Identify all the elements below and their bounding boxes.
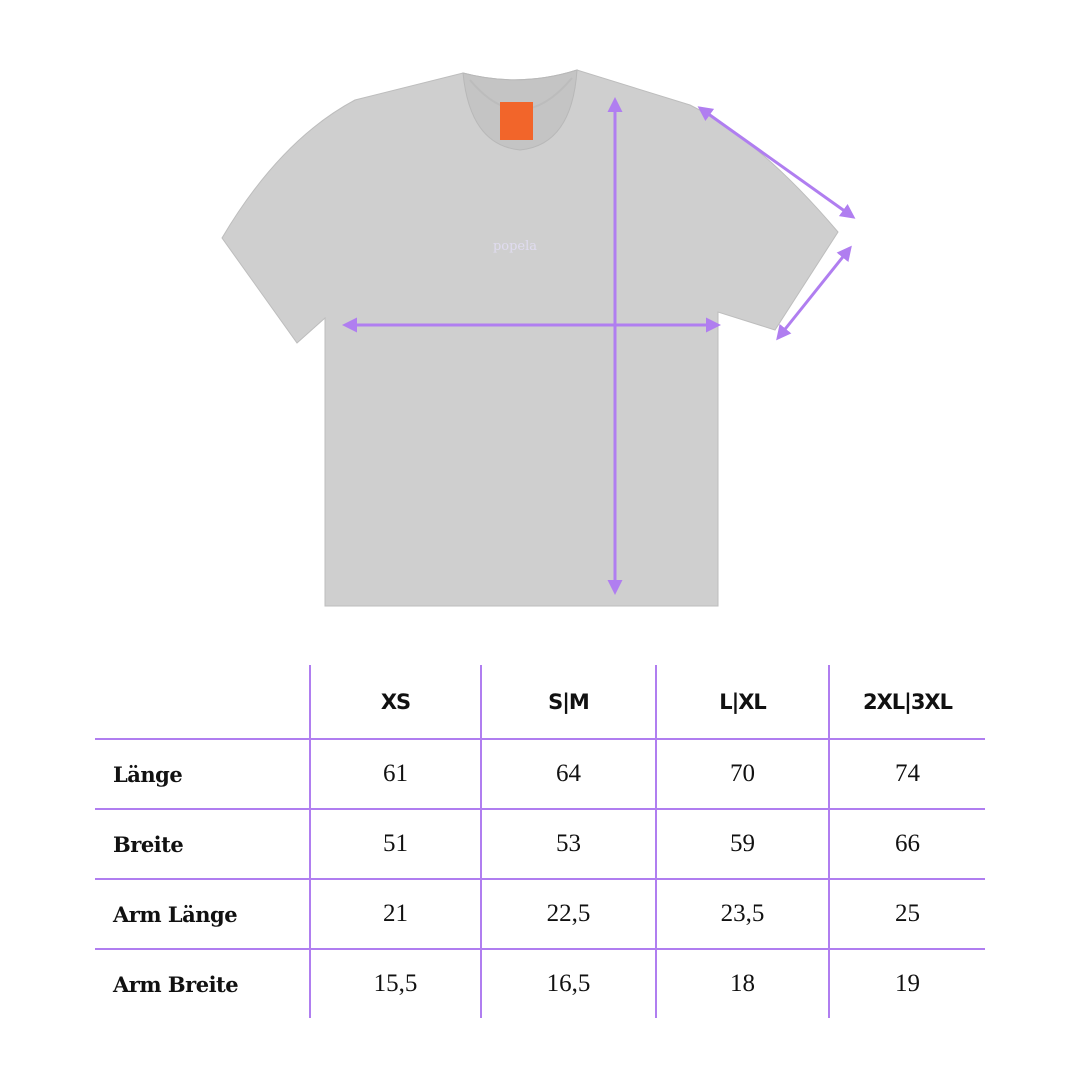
table-cell: 18: [655, 948, 829, 1018]
size-table: XS S|M L|XL 2XL|3XL Länge 61 64 70 74 Br…: [95, 665, 985, 1018]
row-label: Länge: [95, 738, 310, 809]
arm-length-arrow: [697, 106, 856, 219]
table-cell: 53: [480, 808, 656, 879]
tshirt-logo: popela: [493, 239, 537, 254]
tshirt-body: [221, 69, 839, 607]
table-cell: 61: [309, 738, 481, 809]
row-label: Arm Länge: [95, 878, 310, 949]
table-cell: 15,5: [309, 948, 481, 1018]
column-header: 2XL|3XL: [828, 665, 985, 739]
table-header-row: XS S|M L|XL 2XL|3XL: [95, 665, 985, 739]
table-cell: 74: [828, 738, 985, 809]
column-header: L|XL: [655, 665, 829, 739]
column-header: [95, 665, 310, 739]
table-cell: 19: [828, 948, 985, 1018]
table-cell: 23,5: [655, 878, 829, 949]
table-cell: 64: [480, 738, 656, 809]
table-cell: 66: [828, 808, 985, 879]
column-header: S|M: [480, 665, 656, 739]
table-cell: 59: [655, 808, 829, 879]
arm-width-arrow: [776, 245, 852, 341]
table-cell: 22,5: [480, 878, 656, 949]
column-header: XS: [309, 665, 481, 739]
table-row: Breite 51 53 59 66: [95, 808, 985, 879]
table-row: Länge 61 64 70 74: [95, 738, 985, 809]
table-cell: 21: [309, 878, 481, 949]
tshirt-illustration: popela: [221, 69, 856, 607]
table-cell: 70: [655, 738, 829, 809]
table-row: Arm Breite 15,5 16,5 18 19: [95, 948, 985, 1018]
table-cell: 25: [828, 878, 985, 949]
row-label: Breite: [95, 808, 310, 879]
table-cell: 16,5: [480, 948, 656, 1018]
row-label: Arm Breite: [95, 948, 310, 1018]
tshirt-tag: [500, 102, 533, 140]
table-row: Arm Länge 21 22,5 23,5 25: [95, 878, 985, 949]
table-cell: 51: [309, 808, 481, 879]
